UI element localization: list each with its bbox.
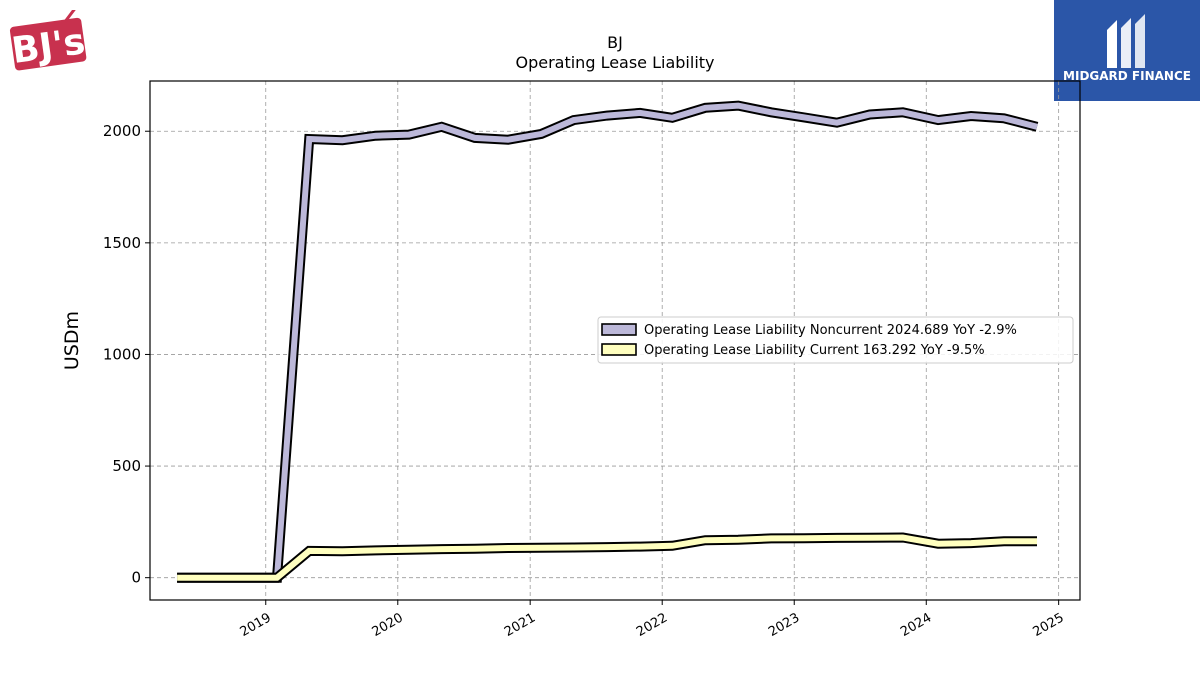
x-tick-label: 2020 <box>370 610 406 640</box>
x-axis-ticks: 2019 2020 2021 2022 2023 2024 2025 <box>238 600 1067 640</box>
chart-title: BJ <box>607 33 623 52</box>
y-axis-label: USDm <box>61 311 83 370</box>
bjs-logo-badge <box>9 17 87 71</box>
x-tick-label: 2025 <box>1030 610 1066 640</box>
x-tick-label: 2019 <box>238 610 274 640</box>
x-tick-label: 2023 <box>766 610 802 640</box>
y-tick-label: 500 <box>112 457 141 475</box>
series-2-outline <box>177 532 1037 583</box>
bjs-logo: BJ's <box>8 7 90 80</box>
y-tick-label: 2000 <box>103 122 141 140</box>
x-tick-label: 2022 <box>634 610 670 640</box>
chart-subtitle: Operating Lease Liability <box>515 53 714 72</box>
legend-swatch <box>601 343 637 356</box>
legend: Operating Lease Liability Noncurrent 202… <box>597 316 1074 364</box>
legend-label: Operating Lease Liability Noncurrent 202… <box>644 323 1017 338</box>
midgard-finance-emblem-icon <box>1107 14 1145 68</box>
series-2-line <box>177 534 1037 581</box>
x-tick-label: 2024 <box>898 610 934 640</box>
y-axis-ticks: 0 500 1000 1500 2000 <box>103 122 150 587</box>
plot-frame <box>149 80 1081 601</box>
legend-swatch <box>601 323 637 336</box>
series-1-line <box>177 102 1038 581</box>
y-tick-label: 1500 <box>103 234 141 252</box>
midgard-finance-logo: MIDGARD FINANCE <box>1054 0 1200 101</box>
legend-label: Operating Lease Liability Current 163.29… <box>644 343 985 358</box>
x-tick-label: 2021 <box>502 610 538 640</box>
y-tick-label: 1000 <box>103 345 141 363</box>
legend-box <box>597 316 1074 364</box>
y-tick-label: 0 <box>131 569 141 587</box>
series-layer <box>177 100 1039 583</box>
midgard-finance-text: MIDGARD FINANCE <box>1063 69 1191 83</box>
bjs-logo-text: BJ's <box>9 21 87 72</box>
bjs-logo-check-icon <box>63 7 77 23</box>
